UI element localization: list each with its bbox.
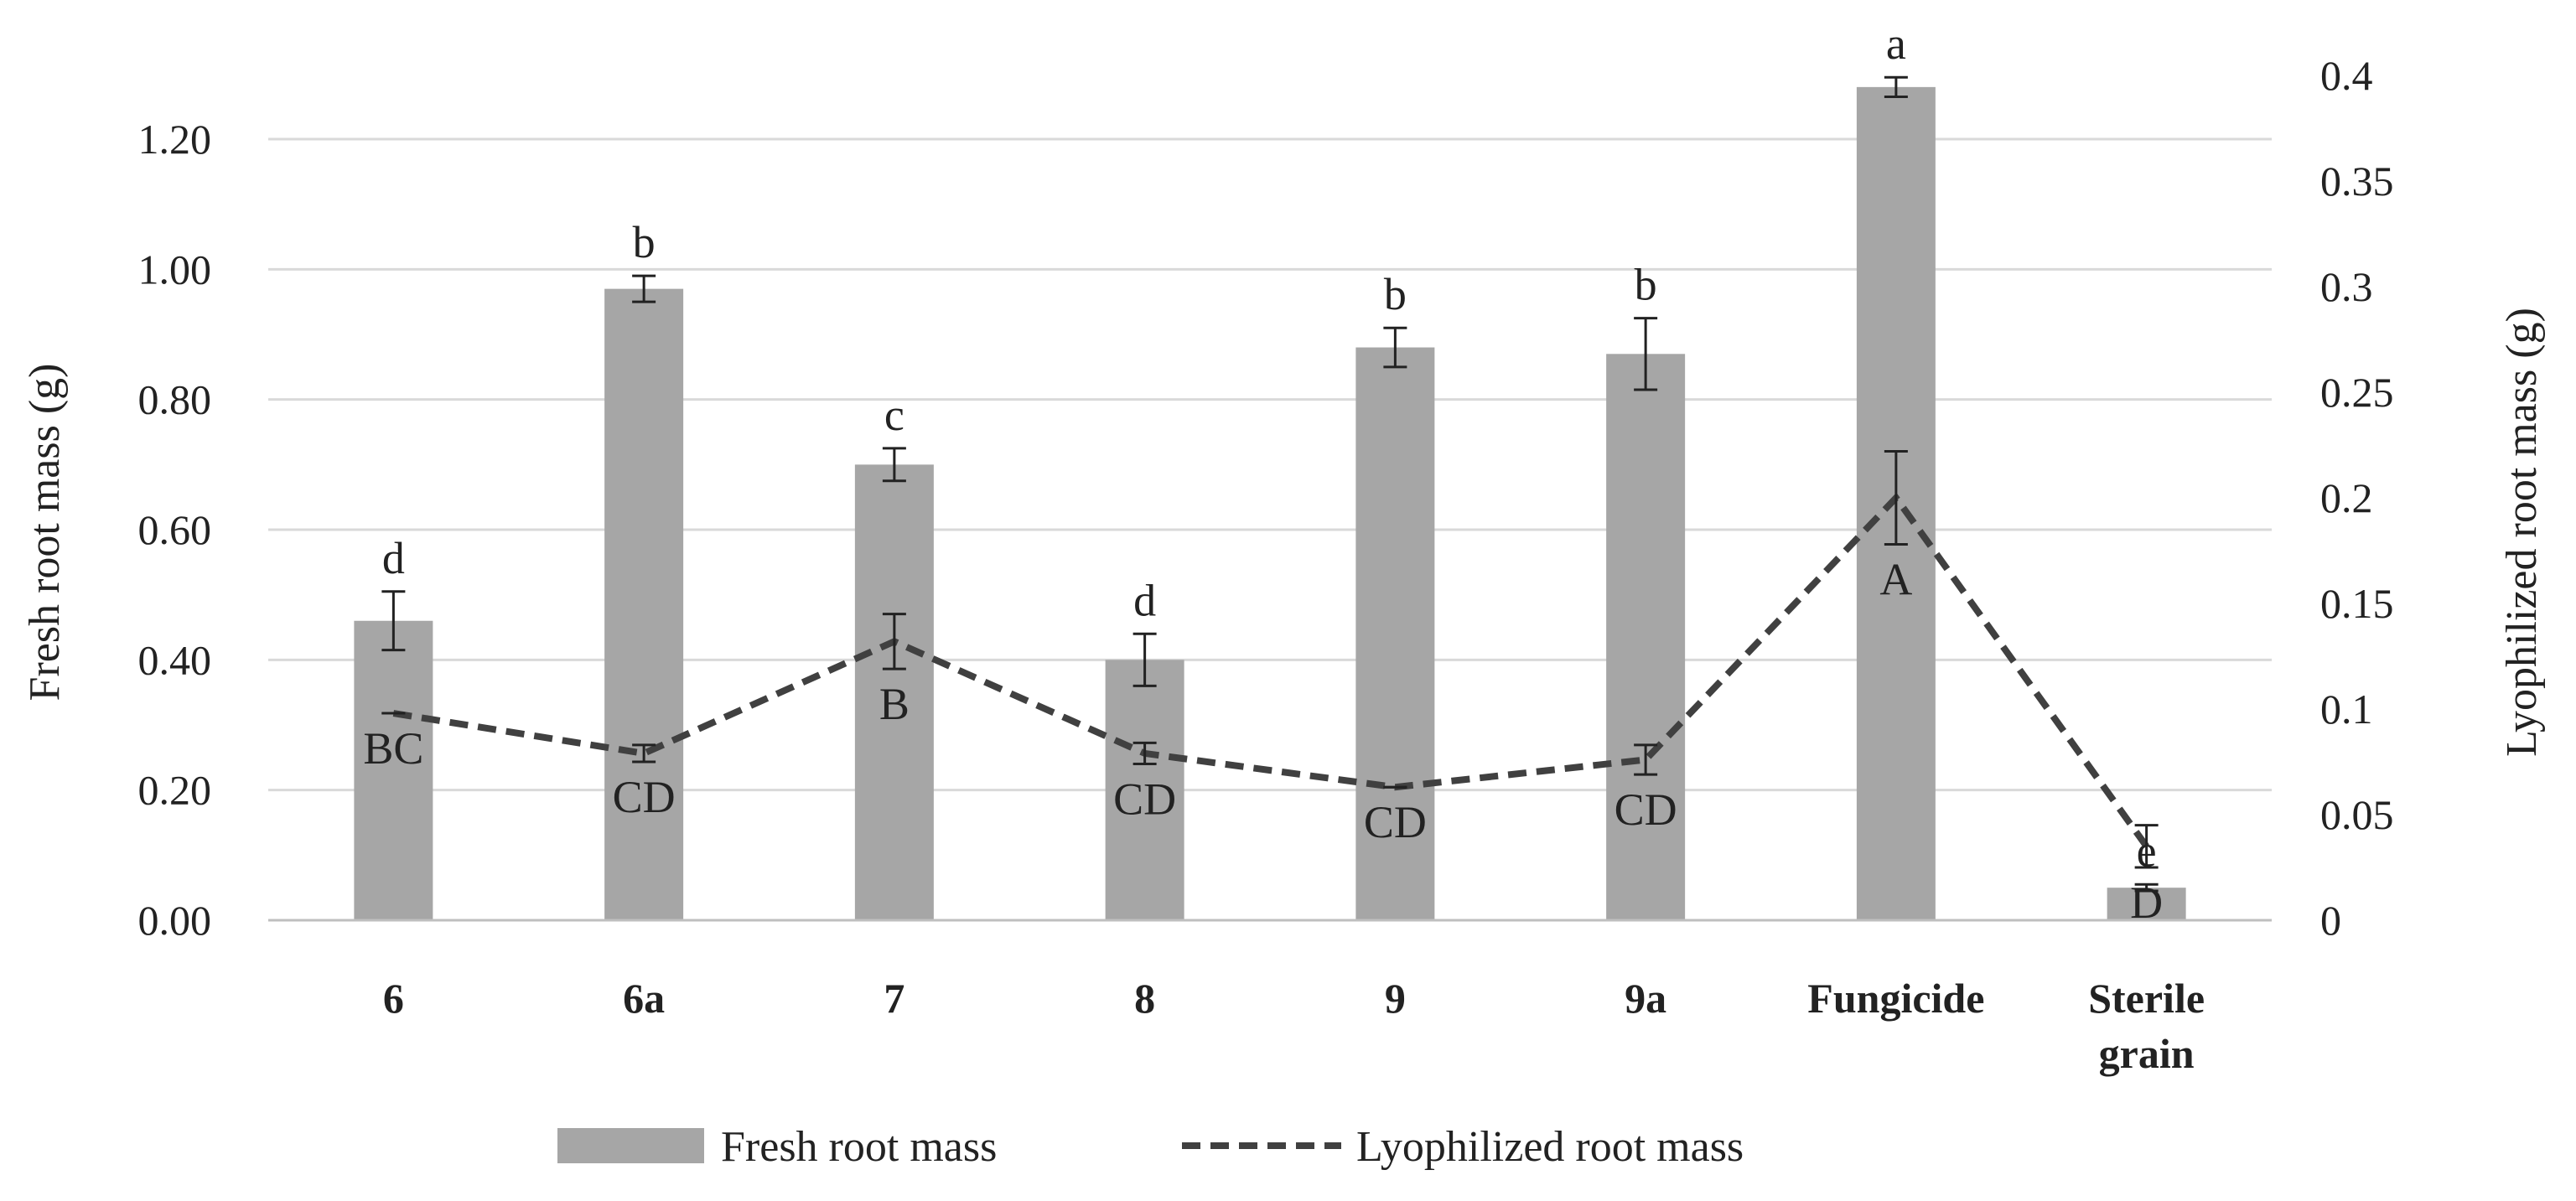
x-category-label: Fungicide <box>1807 975 1984 1022</box>
x-category-label: 6 <box>383 975 404 1022</box>
line-significance-label: CD <box>1615 784 1677 835</box>
y2-tick-label: 0.35 <box>2320 158 2394 204</box>
y2-tick-label: 0.15 <box>2320 580 2394 627</box>
bar <box>1355 347 1435 920</box>
bar <box>1105 660 1184 920</box>
y-tick-label: 0.00 <box>138 897 212 944</box>
line-significance-label: CD <box>613 772 676 822</box>
legend: Fresh root mass Lyophilized root mass <box>557 1123 1744 1171</box>
line-significance-label: B <box>879 679 910 729</box>
y-tick-label: 1.20 <box>138 116 212 163</box>
bar <box>1606 354 1686 920</box>
gridlines <box>268 137 2272 792</box>
x-category-label: 6a <box>623 975 665 1022</box>
y-tick-label: 0.80 <box>138 376 212 423</box>
bar-significance-label: c <box>884 390 904 440</box>
y2-axis-title: Lyophilized root mass (g) <box>2498 308 2546 757</box>
legend-bar-label: Fresh root mass <box>721 1123 997 1171</box>
x-category-label: 9a <box>1625 975 1666 1022</box>
bar-significance-label: e <box>2137 826 2157 876</box>
y-tick-label: 0.40 <box>138 636 212 683</box>
y2-tick-label: 0.3 <box>2320 263 2373 310</box>
y-tick-label: 1.00 <box>138 246 212 292</box>
bar <box>854 464 934 920</box>
y2-tick-label: 0.05 <box>2320 791 2394 838</box>
line-significance-label: CD <box>1364 797 1427 847</box>
x-axis-categories: 6 6a 7 8 9 9a Fungicide Sterile grain <box>383 975 2205 1077</box>
line-significance-label: BC <box>363 723 423 774</box>
line-error-bars <box>381 450 2159 869</box>
y-tick-label: 0.20 <box>138 767 212 814</box>
y-axis-title: Fresh root mass (g) <box>21 364 69 701</box>
x-category-label: 7 <box>884 975 904 1022</box>
bar-significance-label: b <box>633 217 656 267</box>
bar <box>604 288 684 921</box>
y2-tick-label: 0 <box>2320 897 2341 944</box>
bar-significance-label: a <box>1886 18 1906 69</box>
bar-significance-label: b <box>1384 269 1407 319</box>
y2-tick-label: 0.2 <box>2320 474 2373 521</box>
y-axis-ticks: 0.00 0.20 0.40 0.60 0.80 1.00 1.20 <box>138 116 212 944</box>
bar-series <box>354 86 2186 921</box>
bar-error-bars <box>381 75 2159 893</box>
line-significance-label: A <box>1879 554 1912 604</box>
line-significance-label: CD <box>1113 774 1176 825</box>
bar <box>354 620 433 920</box>
bar-significance-label: d <box>1133 575 1156 625</box>
legend-line-label: Lyophilized root mass <box>1356 1123 1744 1171</box>
x-category-label: Sterile grain <box>2088 975 2205 1077</box>
bar-significance-label: d <box>382 533 405 583</box>
y2-axis-ticks: 0 0.05 0.1 0.15 0.2 0.25 0.3 0.35 0.4 <box>2320 52 2394 944</box>
line-path <box>392 492 2149 849</box>
x-category-label: 9 <box>1385 975 1406 1022</box>
y2-tick-label: 0.4 <box>2320 52 2373 99</box>
x-category-label: 8 <box>1134 975 1155 1022</box>
y2-tick-label: 0.1 <box>2320 686 2373 733</box>
bar <box>2107 888 2186 920</box>
bar-significance-label: b <box>1635 260 1657 310</box>
legend-bar-swatch <box>557 1128 704 1163</box>
y-tick-label: 0.60 <box>138 506 212 553</box>
y2-tick-label: 0.25 <box>2320 369 2394 416</box>
